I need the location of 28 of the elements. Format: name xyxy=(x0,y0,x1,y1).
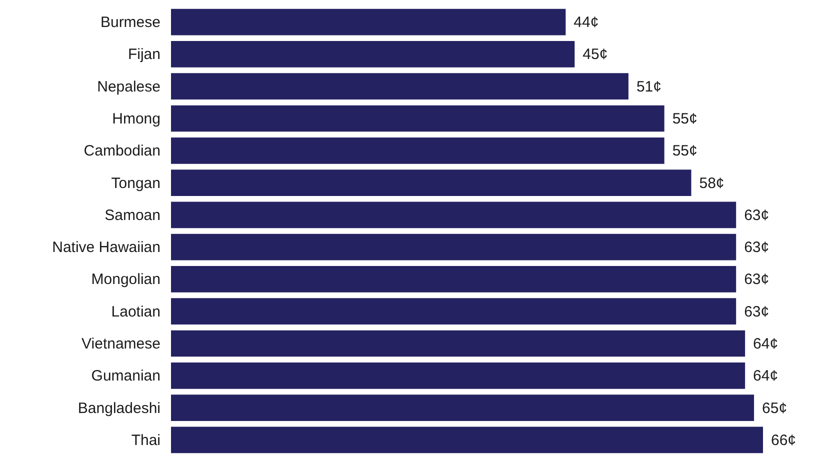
data-label: 45¢ xyxy=(582,46,608,64)
y-tick-label: Laotian xyxy=(111,303,160,320)
y-tick-label: Thai xyxy=(131,432,160,449)
y-tick-label: Fijan xyxy=(128,46,160,64)
data-label: 64¢ xyxy=(753,336,778,352)
data-label: 55¢ xyxy=(672,110,698,128)
y-tick-label: Samoan xyxy=(104,206,160,224)
y-tick-label: Burmese xyxy=(100,14,160,32)
y-tick-label: Hmong xyxy=(112,110,160,128)
y-tick-label: Mongolian xyxy=(91,271,160,288)
data-label: 64¢ xyxy=(753,368,778,385)
y-tick-label: Nepalese xyxy=(97,78,160,96)
data-label: 55¢ xyxy=(672,142,698,160)
data-label: 65¢ xyxy=(762,400,788,417)
data-label: 58¢ xyxy=(699,174,724,192)
data-label: 51¢ xyxy=(636,78,662,96)
data-label: 63¢ xyxy=(744,206,770,224)
y-tick-label: Vietnamese xyxy=(82,336,160,352)
data-label: 44¢ xyxy=(574,14,599,32)
y-tick-label: Tongan xyxy=(111,174,160,192)
data-label: 63¢ xyxy=(744,271,770,288)
data-label: 63¢ xyxy=(744,303,770,320)
y-tick-label: Cambodian xyxy=(84,142,160,160)
y-tick-label: Gumanian xyxy=(91,368,160,385)
data-label: 63¢ xyxy=(744,239,770,256)
y-tick-label: Bangladeshi xyxy=(78,400,160,417)
data-label: 66¢ xyxy=(771,432,796,449)
y-tick-label: Native Hawaiian xyxy=(52,239,160,256)
